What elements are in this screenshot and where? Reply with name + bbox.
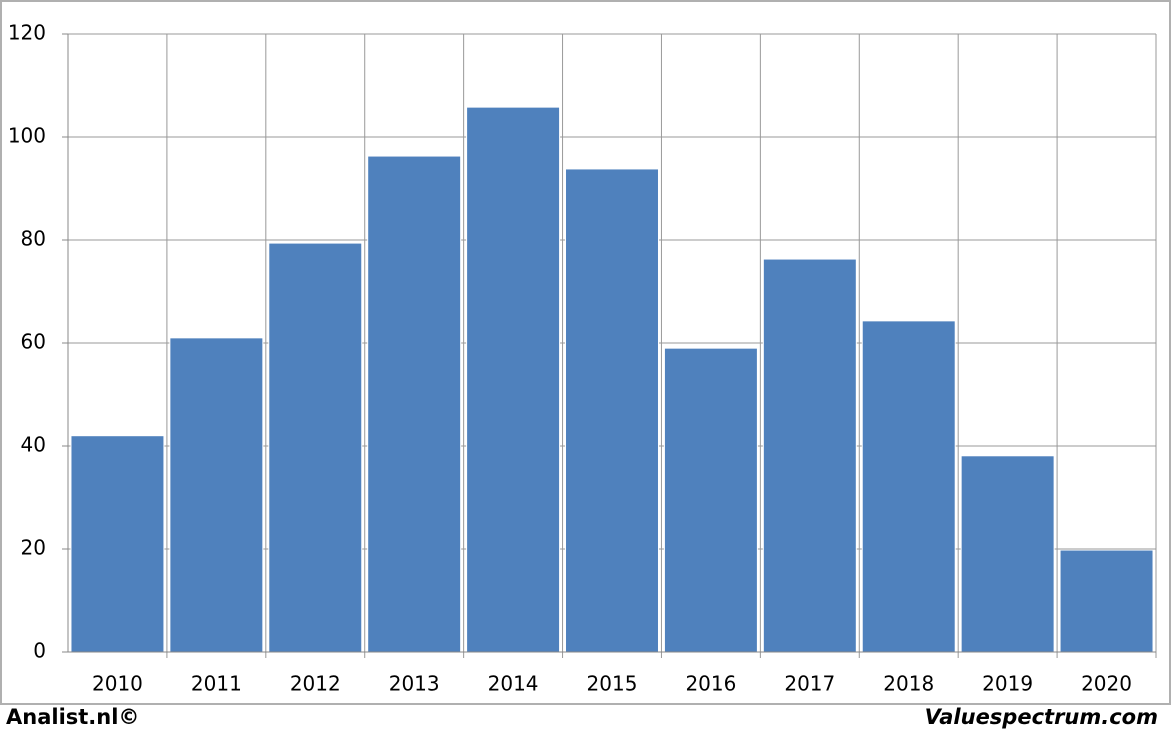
x-tick-label: 2014 — [488, 672, 539, 696]
x-tick-label: 2019 — [982, 672, 1033, 696]
x-tick-label: 2013 — [389, 672, 440, 696]
bar — [1059, 549, 1154, 653]
bar — [960, 455, 1055, 653]
credit-left: Analist.nl© — [6, 705, 139, 729]
x-tick-label: 2011 — [191, 672, 242, 696]
y-tick-label: 60 — [21, 330, 46, 354]
bar — [466, 106, 561, 653]
x-tick-label: 2010 — [92, 672, 143, 696]
y-tick-label: 40 — [21, 433, 46, 457]
bar — [762, 258, 857, 653]
y-tick-label: 120 — [8, 21, 46, 45]
bar — [268, 242, 363, 653]
bar — [565, 168, 659, 653]
x-tick-label: 2018 — [883, 672, 934, 696]
y-tick-label: 100 — [8, 124, 46, 148]
bar — [70, 435, 165, 653]
credit-right: Valuespectrum.com — [925, 705, 1158, 729]
bar — [663, 347, 758, 653]
bar — [367, 155, 462, 653]
x-tick-label: 2016 — [685, 672, 736, 696]
x-tick-label: 2020 — [1081, 672, 1132, 696]
y-tick-label: 80 — [21, 227, 46, 251]
x-tick-label: 2015 — [587, 672, 638, 696]
x-tick-label: 2017 — [784, 672, 835, 696]
y-tick-label: 0 — [33, 639, 46, 663]
y-tick-label: 20 — [21, 536, 46, 560]
x-tick-label: 2012 — [290, 672, 341, 696]
bar — [169, 337, 264, 653]
bar — [861, 320, 956, 653]
